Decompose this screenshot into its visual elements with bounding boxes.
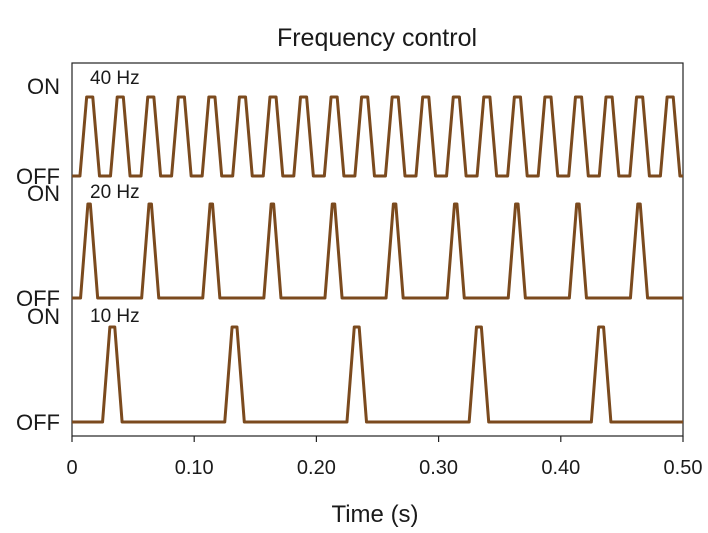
chart-title: Frequency control xyxy=(277,24,477,52)
trace-20hz xyxy=(72,202,683,300)
x-tick-label: 0.30 xyxy=(419,457,458,479)
x-axis-label: Time (s) xyxy=(331,501,418,528)
on-state-label: ON xyxy=(27,304,60,329)
x-tick-label: 0.20 xyxy=(297,457,336,479)
x-tick-label: 0 xyxy=(66,457,77,479)
plot-frame xyxy=(71,62,684,437)
off-state-label: OFF xyxy=(16,286,60,311)
trace-10hz xyxy=(72,325,683,424)
x-tick-label: 0.10 xyxy=(175,457,214,479)
traces xyxy=(72,95,683,424)
x-axis: 0 0.10 0.20 0.30 0.40 0.50 xyxy=(66,436,702,479)
frequency-label: 10 Hz xyxy=(90,306,140,327)
x-tick-label: 0.40 xyxy=(541,457,580,479)
frequency-label: 40 Hz xyxy=(90,68,140,89)
on-state-label: ON xyxy=(27,181,60,206)
off-state-label: OFF xyxy=(16,410,60,435)
off-state-label: OFF xyxy=(16,164,60,189)
x-tick-label: 0.50 xyxy=(664,457,703,479)
frequency-label: 20 Hz xyxy=(90,182,140,203)
on-state-label: ON xyxy=(27,74,60,99)
trace-40hz xyxy=(72,95,683,178)
